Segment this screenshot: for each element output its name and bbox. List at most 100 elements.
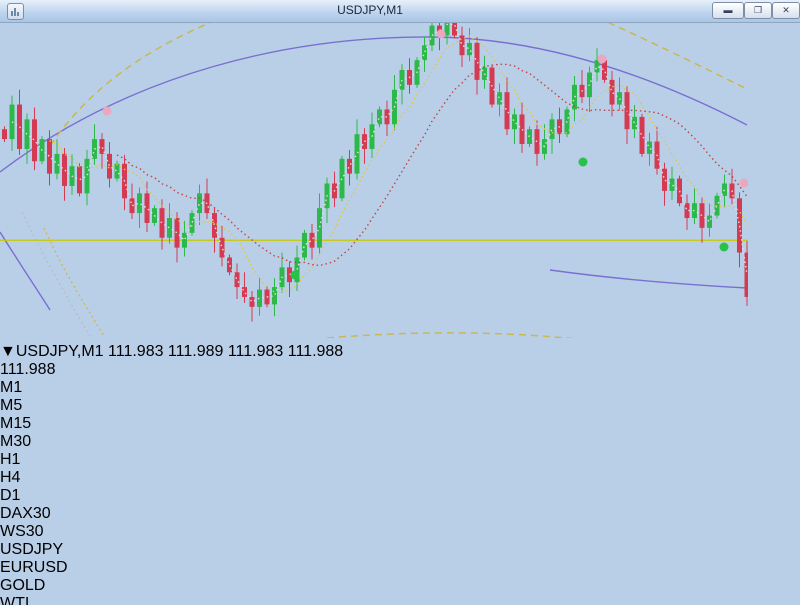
timeframe-button-m5[interactable]: M5 <box>0 397 23 414</box>
candle <box>429 25 435 46</box>
maximize-button[interactable]: ❐ <box>744 2 772 19</box>
candle <box>504 92 510 130</box>
sell-signal-dot <box>102 106 112 116</box>
band-upper-purple <box>0 36 748 173</box>
candle <box>722 183 727 196</box>
window-title: USDJPY,M1 <box>337 3 403 17</box>
candle <box>459 35 465 56</box>
candle <box>512 114 517 130</box>
candle <box>594 60 600 73</box>
candle <box>47 139 52 174</box>
close-button[interactable]: ✕ <box>772 2 800 19</box>
timeframe-button-m30[interactable]: M30 <box>0 433 32 450</box>
candle <box>302 232 307 258</box>
timeframe-button-h1[interactable]: H1 <box>0 451 21 468</box>
timeframe-toolbar: M1 M5 M15 M30 H1 H4 D1 <box>0 379 800 505</box>
candle <box>99 139 105 154</box>
timeframe-button-m15[interactable]: M15 <box>0 415 32 432</box>
candle <box>234 272 240 288</box>
buy-signal-dot <box>290 270 300 280</box>
candle <box>354 134 360 174</box>
candle <box>384 109 390 125</box>
chevron-down-icon: ▼ <box>0 343 16 360</box>
candle <box>377 109 382 125</box>
symbol-button-dax30[interactable]: DAX30 <box>0 505 51 522</box>
candle <box>684 203 690 219</box>
symbol-button-gold[interactable]: GOLD <box>0 577 46 594</box>
candle <box>647 141 652 154</box>
candle <box>212 213 217 238</box>
candle <box>549 119 555 140</box>
symbol-toolbar: DAX30WS30USDJPYEURUSDGOLDWTISP500 <box>0 505 800 605</box>
candle <box>339 158 345 199</box>
timeframe-button-m1[interactable]: M1 <box>0 379 23 396</box>
candle <box>159 208 165 238</box>
candle <box>84 158 90 194</box>
moving-average-line <box>11 23 748 303</box>
candle <box>32 119 37 162</box>
candle <box>114 163 120 179</box>
candle <box>399 70 405 90</box>
candle <box>24 119 30 149</box>
minimize-button[interactable]: ▬ <box>712 2 744 19</box>
moving-average-line <box>116 63 748 267</box>
candle <box>669 178 675 191</box>
candle <box>2 129 7 140</box>
timeframe-button-d1[interactable]: D1 <box>0 487 21 504</box>
candle <box>272 287 277 305</box>
current-price-display: 111.988 <box>0 361 56 378</box>
window-titlebar: USDJPY,M1 ▬ ❐ ✕ <box>0 0 800 23</box>
candle <box>137 193 142 214</box>
candle <box>467 42 472 56</box>
moving-average-line <box>49 35 748 293</box>
candle <box>197 193 202 214</box>
candle <box>77 166 82 194</box>
candle <box>227 257 232 273</box>
symbol-button-eurusd[interactable]: EURUSD <box>0 559 68 576</box>
symbol-button-wti[interactable]: WTI <box>0 595 30 605</box>
buy-signal-dot <box>578 157 588 167</box>
candle <box>737 198 742 253</box>
candle <box>452 13 457 36</box>
candle <box>474 42 480 80</box>
candle <box>294 257 300 283</box>
band-lower-purple-right <box>549 269 748 289</box>
candle <box>617 92 622 105</box>
candle <box>744 252 750 297</box>
candle <box>309 232 315 248</box>
band-yellow-dashed-left <box>49 6 257 147</box>
band-white-dotted-left <box>21 211 91 337</box>
candle <box>714 195 720 216</box>
candle <box>129 198 135 214</box>
candle <box>17 104 22 149</box>
buy-signal-dot <box>719 242 729 252</box>
sell-signal-dot <box>739 178 749 188</box>
candle <box>219 237 225 258</box>
candle <box>692 203 697 219</box>
candle <box>347 158 352 174</box>
candle <box>257 289 262 307</box>
timeframe-button-h4[interactable]: H4 <box>0 469 21 486</box>
candle <box>167 218 172 238</box>
symbol-button-usdjpy[interactable]: USDJPY <box>0 541 64 558</box>
main-price-chart[interactable] <box>0 0 750 340</box>
chart-window-icon <box>7 3 24 20</box>
candle <box>144 193 150 223</box>
candle <box>639 116 645 154</box>
sell-signal-dot <box>597 54 607 64</box>
candle <box>242 287 247 297</box>
candle <box>497 92 502 105</box>
candle <box>54 153 60 174</box>
moving-averages <box>11 23 748 303</box>
candle <box>107 153 112 179</box>
candle <box>707 215 712 228</box>
candle <box>632 116 637 130</box>
sell-signal-dot <box>436 29 446 39</box>
band-lower-purple-left <box>0 231 51 311</box>
candlesticks <box>2 1 750 322</box>
candle <box>62 153 67 186</box>
candle <box>317 208 322 248</box>
candle <box>174 218 180 248</box>
symbol-button-ws30[interactable]: WS30 <box>0 523 44 540</box>
candle <box>519 114 525 145</box>
